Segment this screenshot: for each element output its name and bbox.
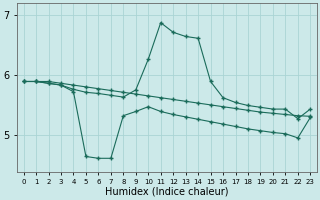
X-axis label: Humidex (Indice chaleur): Humidex (Indice chaleur) [105,187,229,197]
